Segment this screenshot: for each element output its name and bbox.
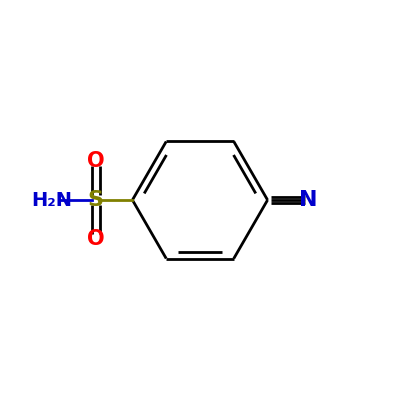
Text: H₂N: H₂N (31, 190, 72, 210)
Text: O: O (87, 151, 104, 171)
Text: O: O (87, 229, 104, 249)
Text: S: S (88, 190, 104, 210)
Text: N: N (299, 190, 317, 210)
